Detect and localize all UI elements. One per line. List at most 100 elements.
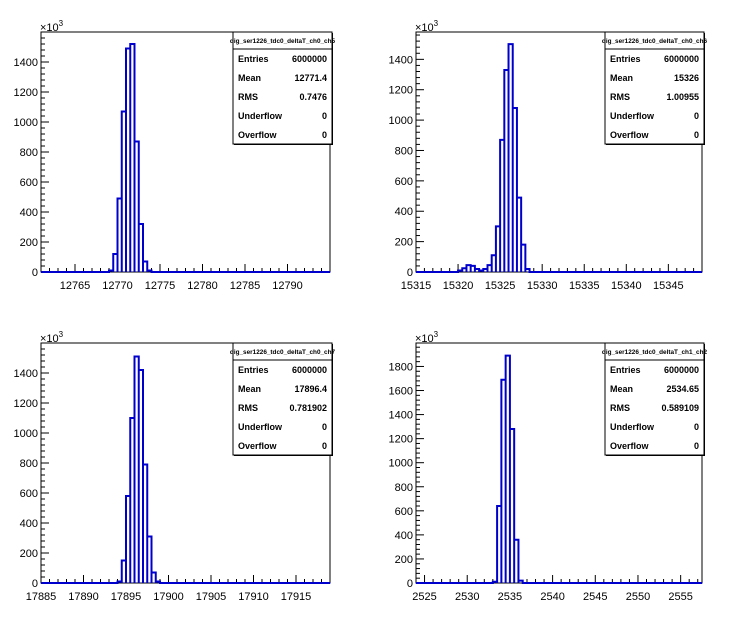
y-exponent-base: ×10: [40, 22, 59, 34]
histogram-bin: [466, 265, 470, 272]
y-exponent-label: ×103: [415, 19, 439, 34]
stats-title: dig_ser1226_tdc0_deltaT_ch1_ch2: [602, 349, 708, 356]
stats-row-value: 0: [322, 111, 327, 121]
y-exponent-power: 3: [59, 19, 64, 28]
y-tick-label: 800: [20, 458, 38, 470]
x-tick-label: 15330: [527, 280, 558, 292]
y-tick-label: 800: [20, 147, 38, 159]
x-tick-label: 15315: [401, 280, 432, 292]
x-tick-label: 17915: [281, 591, 312, 603]
y-tick-label: 0: [407, 578, 413, 590]
x-tick-label: 2525: [412, 591, 436, 603]
y-tick-label: 200: [20, 237, 38, 249]
x-tick-label: 12785: [230, 280, 261, 292]
x-tick-label: 17910: [238, 591, 269, 603]
histogram-bin: [518, 581, 522, 583]
y-tick-label: 1400: [389, 54, 413, 66]
histogram-panel-1: 12765 12770 12775 12780 12785 12790 0 200 400 600…: [14, 19, 336, 292]
x-tick-label: 2550: [626, 591, 650, 603]
histogram-bin: [130, 44, 134, 272]
stats-box: dig_ser1226_tdc0_deltaT_ch1_ch2 Entries 60…: [602, 342, 708, 456]
x-tick-label: 15335: [569, 280, 600, 292]
stats-row-label: Entries: [238, 54, 269, 64]
histogram-bin: [483, 269, 487, 272]
histogram-panel-2: 15315 15320 15325 15330 15335 15340 15345 0 200 4…: [389, 19, 708, 292]
stats-row-value: 0.7476: [299, 92, 327, 102]
stats-row-label: Underflow: [610, 111, 655, 121]
x-tick-label: 12790: [272, 280, 303, 292]
histogram-bin: [488, 265, 492, 272]
histogram-bin: [500, 140, 504, 272]
y-tick-label: 600: [20, 177, 38, 189]
histogram-bin: [496, 226, 500, 272]
histogram-bin: [513, 108, 517, 272]
stats-row-value: 0.589109: [661, 403, 699, 413]
stats-box: dig_ser1226_tdc0_deltaT_ch0_ch5 Entries 60…: [230, 31, 336, 145]
stats-row-label: Entries: [238, 365, 269, 375]
stats-row-label: Underflow: [610, 422, 655, 432]
y-tick-label: 600: [20, 488, 38, 500]
histogram-bin: [135, 142, 139, 273]
stats-row-label: Mean: [238, 73, 261, 83]
y-exponent-label: ×103: [415, 330, 439, 345]
x-tick-label: 2555: [668, 591, 692, 603]
y-tick-label: 1000: [14, 117, 38, 129]
x-tick-label: 17890: [68, 591, 99, 603]
y-tick-label: 1800: [389, 361, 413, 373]
stats-row-label: RMS: [238, 92, 258, 102]
x-tick-label: 12780: [187, 280, 218, 292]
histogram-bin: [139, 370, 143, 583]
stats-frame: [232, 31, 333, 145]
histogram-bin: [492, 255, 496, 272]
y-tick-label: 200: [395, 237, 413, 249]
stats-row-value: 6000000: [292, 54, 327, 64]
histogram-bin: [521, 245, 525, 272]
stats-row-label: Entries: [610, 54, 641, 64]
x-tick-label: 17900: [153, 591, 184, 603]
histogram-bin: [525, 269, 529, 272]
stats-row-value: 15326: [674, 73, 699, 83]
y-tick-label: 0: [32, 578, 38, 590]
stats-row-label: Overflow: [610, 441, 650, 451]
x-tick-label: 2545: [583, 591, 607, 603]
stats-row-label: RMS: [610, 92, 630, 102]
y-tick-label: 1000: [389, 115, 413, 127]
y-tick-label: 1200: [14, 398, 38, 410]
y-tick-label: 1000: [389, 458, 413, 470]
stats-row-label: Overflow: [610, 130, 650, 140]
stats-row-value: 0: [322, 441, 327, 451]
stats-frame: [604, 31, 705, 145]
y-tick-label: 1400: [14, 57, 38, 69]
y-tick-label: 1200: [389, 434, 413, 446]
histogram-bin: [510, 429, 514, 583]
x-tick-label: 15340: [611, 280, 642, 292]
histogram-bin: [118, 582, 122, 584]
stats-row-value: 1.00955: [666, 92, 699, 102]
y-tick-label: 600: [395, 506, 413, 518]
histogram-bin: [139, 224, 143, 272]
x-tick-label: 17895: [111, 591, 142, 603]
x-tick-label: 2540: [540, 591, 564, 603]
y-tick-label: 400: [395, 206, 413, 218]
x-tick-label: 12775: [145, 280, 176, 292]
histogram-bin: [497, 506, 501, 583]
histogram-bin: [122, 561, 126, 584]
x-tick-label: 2535: [498, 591, 522, 603]
stats-row-label: Overflow: [238, 441, 278, 451]
y-exponent-base: ×10: [415, 333, 434, 345]
y-tick-label: 200: [395, 554, 413, 566]
histogram-bin: [514, 540, 518, 583]
y-tick-label: 1200: [14, 87, 38, 99]
stats-row-label: Mean: [610, 384, 633, 394]
histogram-outline: [41, 43, 330, 273]
y-exponent-label: ×103: [40, 330, 64, 345]
histogram-bin: [143, 262, 147, 273]
x-tick-label: 2530: [455, 591, 479, 603]
x-tick-label: 15345: [653, 280, 684, 292]
stats-box: dig_ser1226_tdc0_deltaT_ch0_ch7 Entries 60…: [230, 342, 336, 456]
stats-row-label: Underflow: [238, 111, 283, 121]
y-tick-label: 800: [395, 145, 413, 157]
stats-row-label: Mean: [238, 384, 261, 394]
histogram-panel-3: 17885 17890 17895 17900 17905 17910 17915 0 200 4…: [14, 330, 336, 603]
